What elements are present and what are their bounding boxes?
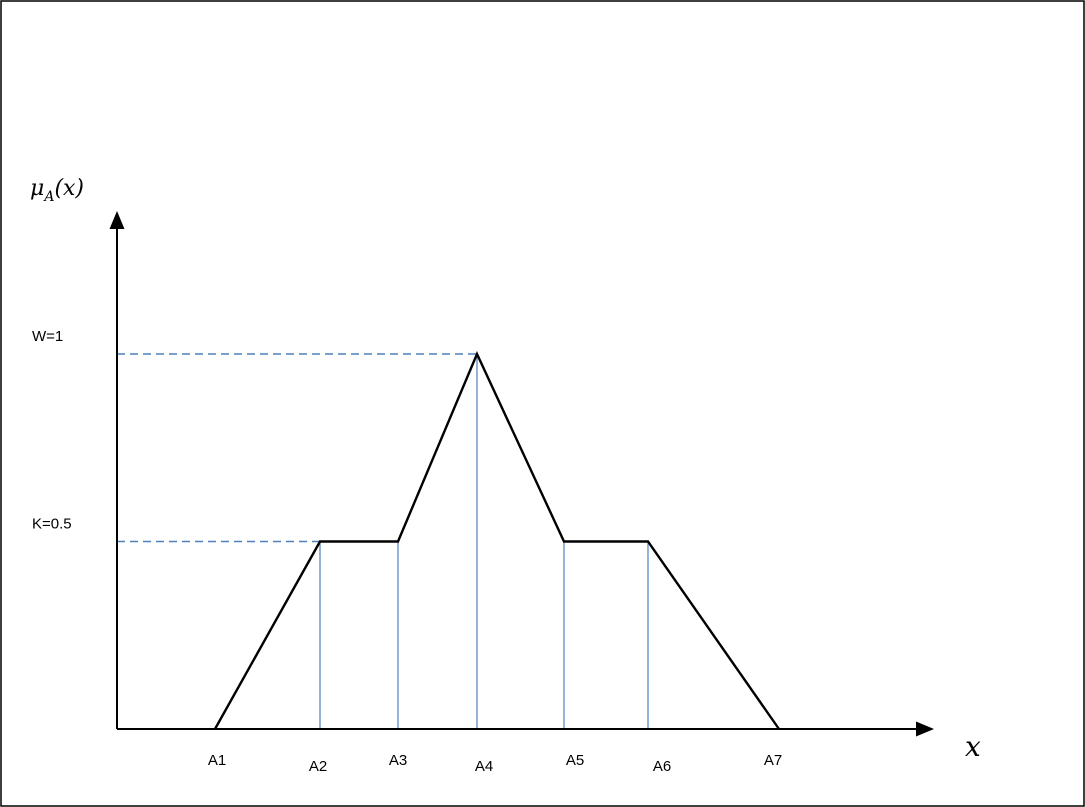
x-axis-label: x — [965, 730, 981, 763]
membership-curve — [213, 351, 780, 730]
x-tick-labels: A1 A2 A3 A4 A5 A6 A7 — [208, 752, 782, 775]
x-tick-label: A4 — [475, 758, 493, 775]
level-label: K=0.5 — [32, 516, 72, 533]
x-tick-label: A1 — [208, 752, 226, 769]
x-tick-label: A5 — [566, 752, 584, 769]
x-axis-arrow-icon — [916, 721, 934, 737]
x-tick-label: A7 — [764, 752, 782, 769]
x-tick-label: A2 — [309, 758, 327, 775]
y-axis-arrow-icon — [109, 211, 125, 229]
level-label: W=1 — [32, 328, 63, 345]
y-axis-label-subscript: A — [42, 189, 54, 205]
x-tick-label: A3 — [389, 752, 407, 769]
guide-lines — [117, 353, 649, 729]
x-tick-label: A6 — [653, 758, 671, 775]
y-axis-label-argument: (x) — [54, 176, 84, 201]
level-labels: W=1 K=0.5 — [32, 328, 72, 533]
y-axis-label: μA(x) — [30, 176, 84, 205]
y-axis-label-symbol: μ — [30, 176, 44, 201]
